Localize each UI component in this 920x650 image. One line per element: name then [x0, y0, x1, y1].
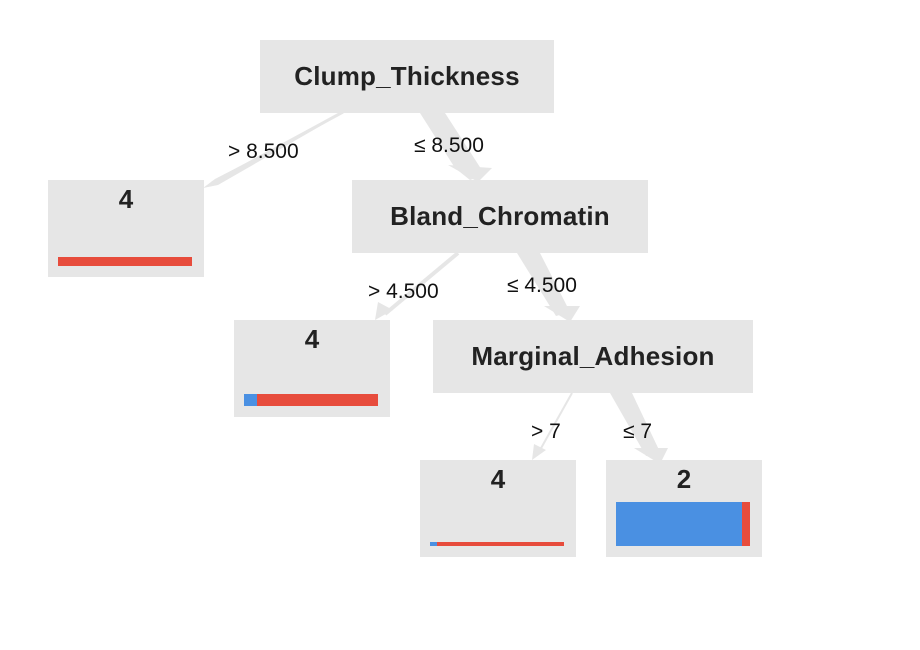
edge-bland-to-marginal-arrow [544, 306, 580, 322]
split-node-feature-label: Bland_Chromatin [390, 201, 610, 231]
split-node-feature-label: Clump_Thickness [294, 61, 520, 91]
leaf-class-label: 4 [304, 324, 320, 354]
split-node-marginal-adhesion[interactable]: Marginal_Adhesion [433, 320, 753, 393]
leaf-node-a[interactable]: 4 [48, 180, 204, 277]
bar-segment-class-4 [741, 502, 750, 546]
edge-label-bland-left: > 4.500 [368, 280, 439, 303]
edge-label-marginal-left: > 7 [531, 420, 561, 443]
edge-bland-to-marginal [517, 253, 570, 316]
bar-segment-class-2 [244, 394, 258, 406]
edge-marginal-to-leaf-c-line [539, 392, 573, 451]
leaf-node-d[interactable]: 2 [606, 460, 762, 557]
bar-segment-class-2 [430, 542, 437, 546]
bar-segment-class-4 [257, 394, 378, 406]
edge-marginal-to-leaf-c-arrow [532, 444, 546, 460]
edge-bland-to-leaf-b-line [383, 251, 460, 316]
leaf-node-c[interactable]: 4 [420, 460, 576, 557]
class-distribution-bar [430, 542, 564, 546]
edge-label-marginal-right: ≤ 7 [623, 420, 653, 443]
edge-label-bland-right: ≤ 4.500 [507, 274, 577, 297]
edge-root-to-leaf-a-line [211, 110, 344, 185]
split-node-bland-chromatin[interactable]: Bland_Chromatin [352, 180, 648, 253]
split-node-clump-thickness[interactable]: Clump_Thickness [260, 40, 554, 113]
leaf-class-label: 4 [490, 464, 506, 494]
leaf-class-label: 2 [676, 464, 692, 494]
edge-root-to-bland [420, 113, 485, 180]
bar-segment-class-4 [58, 257, 192, 266]
class-distribution-bar [58, 257, 192, 266]
edge-label-root-right: ≤ 8.500 [414, 134, 484, 157]
class-distribution-bar [244, 394, 378, 406]
split-node-feature-label: Marginal_Adhesion [471, 341, 715, 371]
edge-marginal-to-leaf-d [610, 393, 660, 456]
leaf-node-b[interactable]: 4 [234, 320, 390, 417]
bar-segment-class-2 [616, 502, 742, 546]
edge-label-root-left: > 8.500 [228, 140, 299, 163]
leaf-class-label: 4 [118, 184, 134, 214]
class-distribution-bar [616, 502, 750, 546]
edge-bland-to-leaf-b-arrow [375, 302, 393, 320]
bar-segment-class-4 [436, 542, 564, 546]
edge-root-to-bland-arrow [448, 165, 492, 182]
